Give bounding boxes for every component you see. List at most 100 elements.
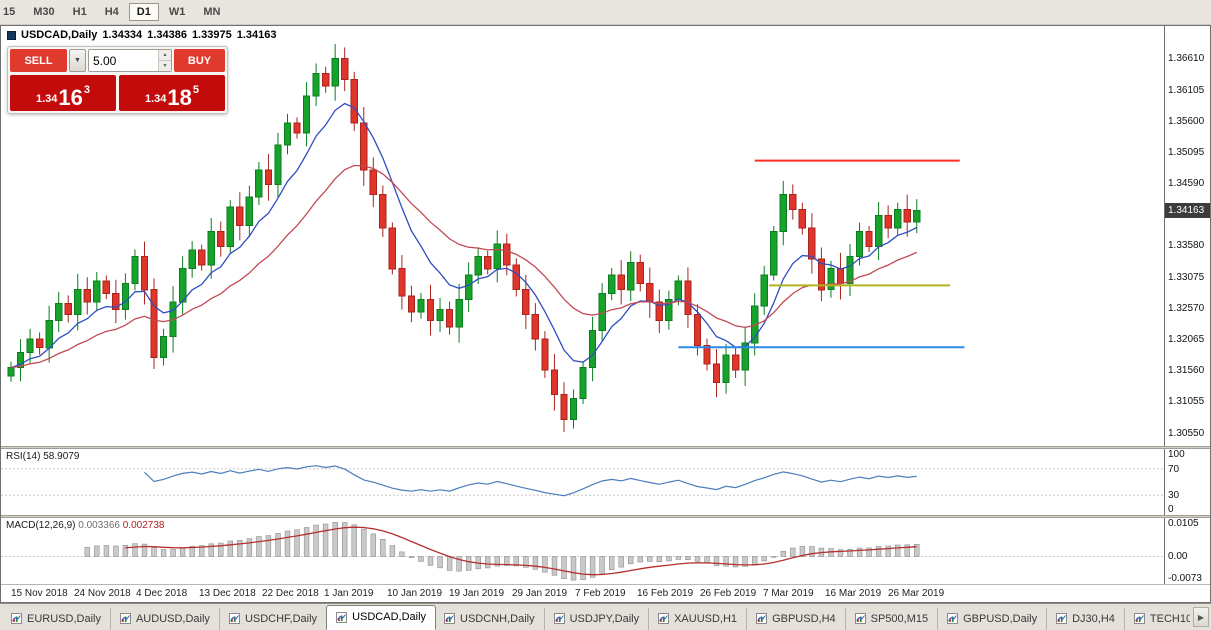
candle-body xyxy=(484,255,492,270)
chart-tab-icon xyxy=(228,613,240,624)
macd-histogram-bar xyxy=(361,528,367,557)
sell-button[interactable]: SELL xyxy=(10,49,67,72)
chart-tab-icon xyxy=(854,613,866,624)
macd-histogram-bar xyxy=(351,524,357,557)
tab-tech100-h1[interactable]: TECH100,H1 xyxy=(1125,608,1190,630)
macd-signal-line xyxy=(125,526,917,576)
candle-body xyxy=(789,194,797,210)
tab-gbpusd-daily[interactable]: GBPUSD,Daily xyxy=(938,608,1048,630)
candle-body xyxy=(465,274,473,301)
macd-histogram-bar xyxy=(122,544,129,557)
macd-histogram-bar xyxy=(103,545,110,557)
time-label: 13 Dec 2018 xyxy=(199,588,256,599)
main-chart-plot[interactable]: USDCAD,Daily 1.34334 1.34386 1.33975 1.3… xyxy=(1,26,1164,446)
panel-splitter[interactable] xyxy=(1,515,1210,518)
candle-body xyxy=(331,58,339,87)
timeframe-button-h4[interactable]: H4 xyxy=(104,6,119,18)
price-tick-label: 1.36105 xyxy=(1168,85,1205,96)
price-tick-label: 1.35095 xyxy=(1168,147,1205,158)
volume-input[interactable] xyxy=(89,50,158,71)
candle-body xyxy=(236,206,244,226)
candle-body xyxy=(179,268,187,303)
macd-histogram-bar xyxy=(151,547,157,557)
tab-gbpusd-h4[interactable]: GBPUSD,H4 xyxy=(747,608,846,630)
candle-body xyxy=(722,354,730,383)
candle-body xyxy=(341,58,349,81)
chart-tab-icon xyxy=(756,613,768,624)
macd-histogram-bar xyxy=(551,556,558,576)
macd-histogram-bar xyxy=(456,556,462,572)
candle-body xyxy=(674,280,683,301)
tab-usdjpy-daily[interactable]: USDJPY,Daily xyxy=(545,608,650,630)
chevron-down-icon: ▼ xyxy=(74,57,81,64)
timeframe-button-mn[interactable]: MN xyxy=(203,6,221,18)
macd-panel[interactable]: MACD(12,26,9) 0.003366 0.002738 xyxy=(1,518,1164,584)
chart-tabs-bar: EURUSD,Daily AUDUSD,Daily USDCHF,Daily USDC… xyxy=(0,603,1211,630)
tab-dj30-h4[interactable]: DJ30,H4 xyxy=(1047,608,1125,630)
tab-usdcnh-daily[interactable]: USDCNH,Daily xyxy=(435,608,545,630)
current-price-badge: 1.34163 xyxy=(1165,203,1210,218)
tab-sp500-m15[interactable]: SP500,M15 xyxy=(846,608,939,630)
candle-body xyxy=(665,299,673,322)
macd-histogram-bar xyxy=(160,549,167,557)
candle-body xyxy=(760,274,768,307)
candle-body xyxy=(522,289,530,315)
time-label: 7 Feb 2019 xyxy=(575,588,626,599)
candle-body xyxy=(255,169,263,198)
tabs-scroll-right-button[interactable]: ▶ xyxy=(1193,607,1209,627)
volume-spin-up-button[interactable]: ▲ xyxy=(159,50,171,61)
timeframe-button-d1[interactable]: D1 xyxy=(128,3,159,21)
timeframe-button-w1[interactable]: W1 xyxy=(168,6,186,18)
tab-label: USDCHF,Daily xyxy=(244,612,318,625)
macd-histogram-bar xyxy=(723,556,729,567)
rsi-tick-label: 30 xyxy=(1168,490,1180,501)
chart-window: USDCAD,Daily 1.34334 1.34386 1.33975 1.3… xyxy=(0,25,1211,603)
rsi-panel[interactable]: RSI(14) 58.9079 xyxy=(1,449,1164,515)
candle-body xyxy=(322,73,330,87)
candle-body xyxy=(360,122,368,171)
time-label: 1 Jan 2019 xyxy=(324,588,374,599)
macd-label: MACD(12,26,9) 0.003366 0.002738 xyxy=(6,520,164,531)
candle-body xyxy=(808,227,816,260)
tab-xauusd-h1[interactable]: XAUUSD,H1 xyxy=(649,608,748,630)
macd-histogram-bar xyxy=(370,533,376,557)
buy-price-display[interactable]: 1.34 18 5 xyxy=(119,75,225,111)
tab-eurusd-daily[interactable]: EURUSD,Daily xyxy=(2,608,111,630)
chart-tab-icon xyxy=(1133,613,1145,624)
macd-histogram-bar xyxy=(856,547,863,557)
macd-histogram-bar xyxy=(332,522,338,557)
candle-body xyxy=(894,208,902,229)
macd-histogram-bar xyxy=(313,524,319,557)
macd-histogram-bar xyxy=(399,551,405,557)
time-label: 15 Nov 2018 xyxy=(11,588,68,599)
macd-main-value: 0.003366 xyxy=(78,520,120,531)
candle-body xyxy=(112,292,120,310)
buy-price-point: 5 xyxy=(192,84,200,96)
sell-price-display[interactable]: 1.34 16 3 xyxy=(10,75,116,111)
macd-tick-label: 0.00 xyxy=(1168,551,1188,562)
volume-dropdown-button[interactable]: ▼ xyxy=(69,49,86,72)
timeframe-button-h1[interactable]: H1 xyxy=(72,6,87,18)
volume-spin-down-button[interactable]: ▼ xyxy=(159,61,171,71)
candle-body xyxy=(398,268,406,297)
low-value: 1.33975 xyxy=(191,29,232,41)
timeframe-button-15[interactable]: 15 xyxy=(3,6,16,18)
candle-body xyxy=(217,231,225,247)
tab-usdcad-daily[interactable]: USDCAD,Daily xyxy=(326,605,437,630)
candle-body xyxy=(445,309,454,328)
candle-body xyxy=(159,336,168,359)
macd-histogram-bar xyxy=(799,546,806,557)
tab-usdchf-daily[interactable]: USDCHF,Daily xyxy=(220,608,328,630)
macd-histogram-bar xyxy=(446,556,453,571)
chart-tab-icon xyxy=(119,613,131,624)
macd-histogram-bar xyxy=(84,546,91,557)
macd-histogram-bar xyxy=(790,547,796,557)
buy-button[interactable]: BUY xyxy=(174,49,225,72)
tab-audusd-daily[interactable]: AUDUSD,Daily xyxy=(111,608,220,630)
macd-histogram-bar xyxy=(141,543,148,557)
macd-histogram-bar xyxy=(237,539,243,557)
candle-body xyxy=(55,302,63,322)
timeframe-button-m30[interactable]: M30 xyxy=(33,6,55,18)
panel-splitter[interactable] xyxy=(1,446,1210,449)
macd-histogram-bar xyxy=(647,556,653,562)
